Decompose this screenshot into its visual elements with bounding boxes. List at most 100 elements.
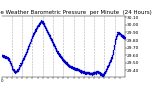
Point (60, 57, 63, 58)
Point (37, 24, 40, 25)
Point (114, 38, 117, 39)
Point (91, 73, 94, 74)
Point (100, 73, 103, 74)
Point (106, 66, 109, 67)
Point (122, 36, 124, 37)
Point (9, 62, 12, 64)
Point (64, 62, 67, 64)
Point (91, 73, 93, 74)
Point (98, 72, 101, 74)
Point (70, 66, 72, 68)
Point (57, 53, 59, 54)
Point (44, 26, 46, 28)
Point (51, 41, 53, 42)
Point (72, 68, 75, 70)
Point (27, 47, 29, 49)
Point (96, 70, 99, 72)
Point (8, 60, 11, 61)
Point (41, 22, 44, 23)
Point (123, 37, 125, 39)
Point (10, 65, 13, 67)
Point (56, 51, 58, 52)
Point (53, 46, 56, 48)
Point (52, 43, 55, 45)
Point (78, 70, 81, 71)
Point (68, 65, 70, 66)
Point (41, 22, 43, 24)
Point (14, 71, 17, 72)
Point (108, 64, 110, 66)
Point (30, 39, 32, 41)
Point (109, 59, 112, 61)
Point (44, 26, 46, 27)
Point (31, 35, 34, 37)
Point (73, 68, 75, 69)
Point (42, 23, 44, 24)
Point (2, 56, 4, 57)
Point (32, 34, 34, 36)
Point (46, 29, 48, 31)
Point (62, 60, 65, 62)
Point (54, 47, 57, 49)
Point (16, 70, 19, 72)
Point (57, 52, 59, 53)
Point (96, 71, 98, 73)
Point (40, 21, 43, 23)
Point (25, 51, 28, 53)
Point (112, 51, 114, 53)
Point (69, 66, 72, 67)
Point (69, 66, 71, 67)
Point (88, 73, 90, 74)
Point (109, 59, 112, 61)
Point (85, 71, 87, 73)
Point (28, 45, 30, 46)
Point (47, 33, 50, 35)
Point (92, 73, 94, 74)
Point (71, 66, 73, 68)
Point (78, 69, 80, 70)
Point (109, 59, 112, 60)
Point (42, 23, 45, 24)
Point (107, 65, 110, 66)
Point (107, 65, 110, 66)
Point (118, 32, 121, 34)
Point (101, 74, 104, 75)
Point (111, 54, 114, 55)
Point (79, 71, 82, 72)
Point (20, 62, 22, 64)
Point (102, 73, 105, 75)
Point (2, 55, 5, 57)
Point (22, 58, 25, 59)
Point (49, 38, 52, 39)
Point (116, 32, 119, 33)
Point (119, 33, 122, 34)
Point (32, 33, 35, 34)
Point (28, 45, 30, 46)
Point (3, 56, 6, 57)
Point (13, 71, 16, 72)
Point (104, 72, 106, 73)
Point (21, 60, 24, 61)
Point (51, 40, 53, 41)
Point (36, 25, 39, 27)
Point (101, 75, 104, 76)
Point (18, 66, 21, 67)
Point (114, 38, 117, 40)
Point (59, 56, 62, 58)
Point (59, 56, 61, 57)
Point (88, 73, 90, 74)
Point (70, 66, 73, 67)
Point (75, 69, 78, 70)
Point (60, 57, 62, 58)
Point (99, 72, 101, 73)
Point (58, 54, 61, 55)
Point (75, 68, 77, 70)
Point (95, 71, 98, 73)
Point (123, 37, 125, 38)
Point (66, 64, 69, 65)
Point (97, 71, 99, 73)
Point (106, 66, 109, 67)
Point (112, 48, 115, 49)
Point (77, 70, 80, 71)
Point (63, 60, 66, 62)
